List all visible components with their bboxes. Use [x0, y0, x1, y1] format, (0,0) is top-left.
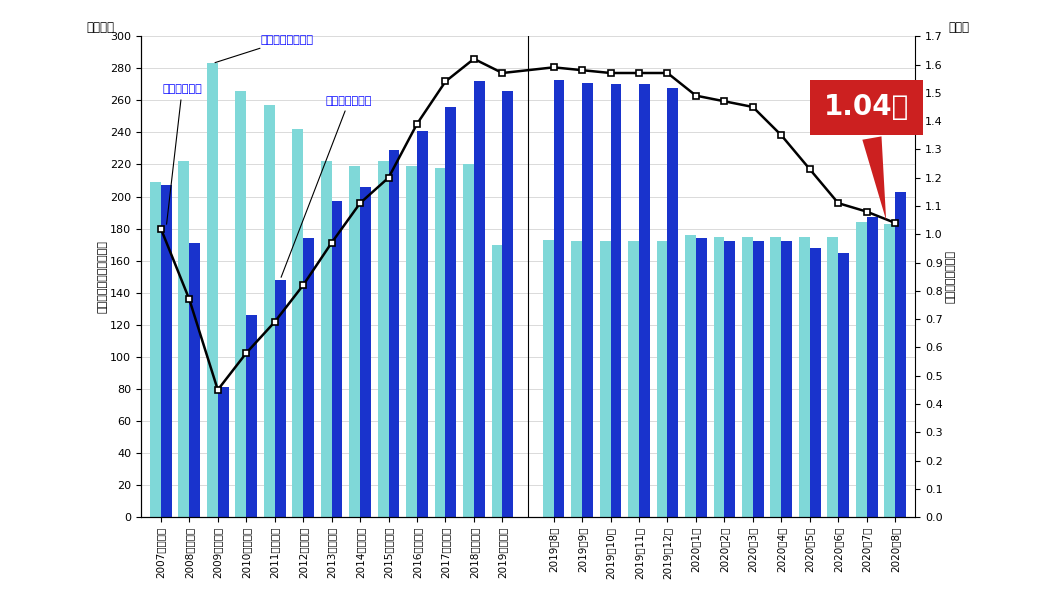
Text: 月間有効求職者数: 月間有効求職者数 [215, 34, 314, 62]
Bar [303, 238, 314, 517]
Bar [714, 236, 724, 517]
Bar [810, 248, 821, 517]
Y-axis label: ＜有効求人倍率＞: ＜有効求人倍率＞ [945, 250, 956, 303]
Bar [446, 107, 456, 517]
Bar [492, 245, 503, 517]
Bar [781, 241, 792, 517]
Bar [657, 241, 667, 517]
Bar [189, 243, 201, 517]
Text: 1.04倍: 1.04倍 [824, 93, 909, 220]
Bar [867, 217, 878, 517]
Y-axis label: ＜有効求人・有効求職＞: ＜有効求人・有効求職＞ [97, 240, 107, 313]
Bar [696, 238, 706, 517]
Bar [178, 161, 189, 517]
Bar [350, 166, 360, 517]
Bar [150, 182, 161, 517]
Bar [235, 91, 246, 517]
Bar [161, 185, 172, 517]
Bar [207, 64, 218, 517]
Bar [378, 161, 389, 517]
Bar [474, 81, 485, 517]
Bar [389, 150, 399, 517]
Bar [582, 83, 592, 517]
Bar [884, 224, 895, 517]
Bar [571, 241, 582, 517]
Text: 月間有効求人数: 月間有効求人数 [281, 96, 373, 277]
Bar [275, 280, 285, 517]
Bar [799, 236, 810, 517]
Bar [600, 241, 610, 517]
Bar [828, 236, 838, 517]
Bar [218, 387, 228, 517]
Bar [503, 91, 513, 517]
Bar [435, 168, 446, 517]
Bar [360, 187, 371, 517]
Bar [417, 131, 428, 517]
Bar [332, 201, 342, 517]
Bar [742, 236, 753, 517]
Text: （万人）: （万人） [87, 21, 115, 34]
Bar [855, 222, 867, 517]
Bar [464, 165, 474, 517]
Bar [246, 315, 257, 517]
Bar [628, 241, 639, 517]
Bar [639, 84, 649, 517]
Bar [771, 236, 781, 517]
Bar [264, 105, 275, 517]
Bar [610, 84, 621, 517]
Bar [724, 241, 735, 517]
Bar [895, 192, 906, 517]
Bar [685, 235, 696, 517]
Bar [543, 240, 553, 517]
Bar [553, 80, 564, 517]
Bar [667, 87, 678, 517]
Bar [293, 129, 303, 517]
Text: （倍）: （倍） [948, 21, 969, 34]
Bar [407, 166, 417, 517]
Bar [321, 161, 332, 517]
Bar [753, 241, 763, 517]
Bar [838, 252, 849, 517]
Text: 有効求人倍率: 有効求人倍率 [163, 84, 202, 225]
